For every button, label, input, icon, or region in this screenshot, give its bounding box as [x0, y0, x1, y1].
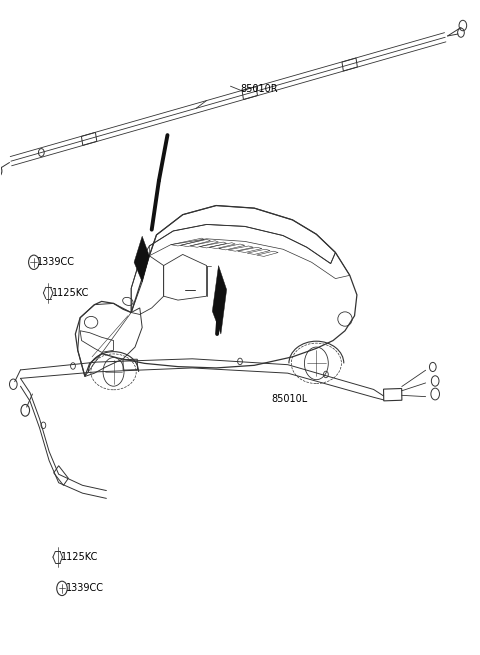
Text: 1339CC: 1339CC [37, 257, 75, 267]
Polygon shape [134, 236, 149, 282]
Polygon shape [212, 265, 227, 334]
Text: 1125KC: 1125KC [61, 552, 98, 562]
Text: 1339CC: 1339CC [66, 584, 104, 593]
Text: 1125KC: 1125KC [51, 288, 89, 298]
Text: 85010L: 85010L [271, 394, 307, 404]
Text: 85010R: 85010R [240, 84, 277, 94]
